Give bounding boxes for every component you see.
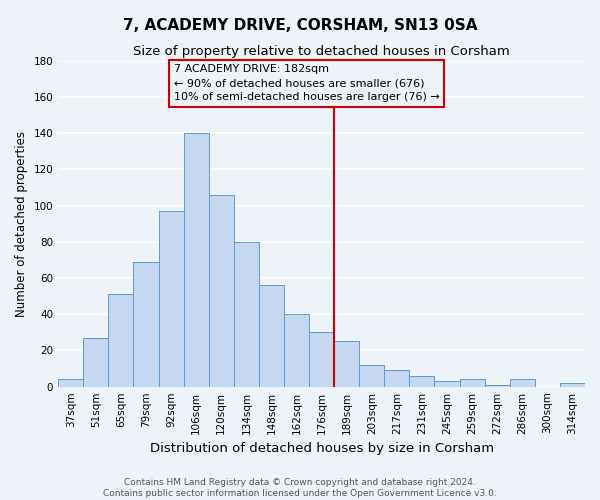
Text: 7 ACADEMY DRIVE: 182sqm
← 90% of detached houses are smaller (676)
10% of semi-d: 7 ACADEMY DRIVE: 182sqm ← 90% of detache… — [173, 64, 439, 102]
Bar — [510, 380, 535, 386]
Bar — [184, 133, 209, 386]
Text: Contains HM Land Registry data © Crown copyright and database right 2024.
Contai: Contains HM Land Registry data © Crown c… — [103, 478, 497, 498]
Bar — [560, 383, 585, 386]
Bar — [209, 194, 234, 386]
Bar — [83, 338, 109, 386]
Text: 7, ACADEMY DRIVE, CORSHAM, SN13 0SA: 7, ACADEMY DRIVE, CORSHAM, SN13 0SA — [123, 18, 477, 32]
Bar — [460, 380, 485, 386]
Bar — [485, 385, 510, 386]
Bar — [109, 294, 133, 386]
Bar — [409, 376, 434, 386]
Bar — [434, 381, 460, 386]
Bar — [234, 242, 259, 386]
Y-axis label: Number of detached properties: Number of detached properties — [15, 130, 28, 316]
X-axis label: Distribution of detached houses by size in Corsham: Distribution of detached houses by size … — [149, 442, 494, 455]
Bar — [309, 332, 334, 386]
Bar — [334, 342, 359, 386]
Title: Size of property relative to detached houses in Corsham: Size of property relative to detached ho… — [133, 45, 510, 58]
Bar — [259, 285, 284, 386]
Bar — [158, 211, 184, 386]
Bar — [359, 365, 385, 386]
Bar — [58, 380, 83, 386]
Bar — [284, 314, 309, 386]
Bar — [133, 262, 158, 386]
Bar — [385, 370, 409, 386]
